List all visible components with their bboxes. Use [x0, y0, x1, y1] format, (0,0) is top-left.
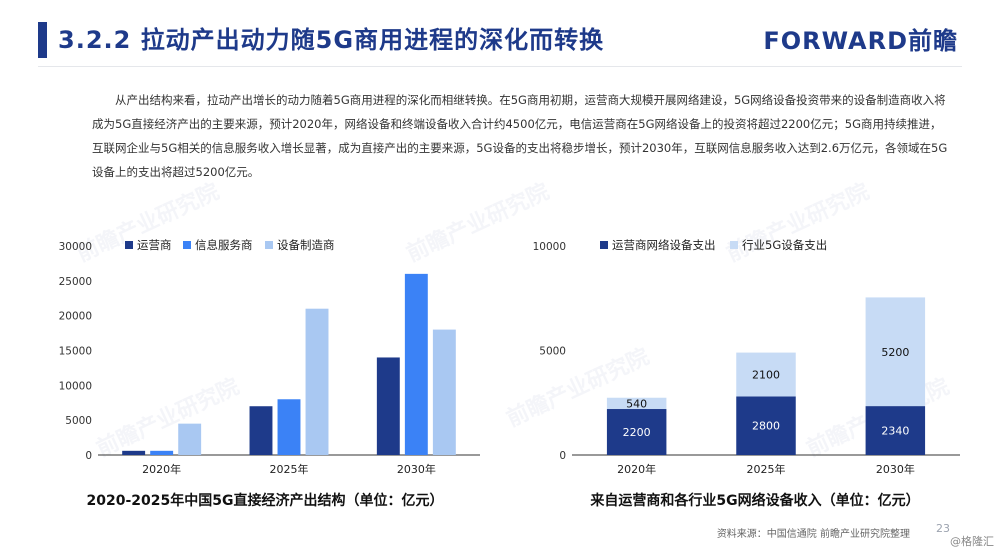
brand-logo: FORWARD前瞻 — [763, 27, 958, 55]
legend-label: 设备制造商 — [277, 238, 335, 252]
y-tick-label: 0 — [85, 450, 92, 462]
source-note: 资料来源：中国信通院 前瞻产业研究院整理 — [716, 529, 910, 540]
page-title: 3.2.2 拉动产出动力随5G商用进程的深化而转换 — [58, 26, 605, 54]
y-tick-label: 10000 — [59, 380, 92, 392]
legend-swatch — [183, 241, 191, 249]
chart-output-structure-svg: 0 5000 10000 15000 20000 25000 30000 运营商 信息服务商 设备… — [59, 238, 480, 476]
legend-label: 信息服务商 — [195, 238, 253, 252]
bar — [376, 357, 400, 455]
y-tick-label: 25000 — [59, 276, 92, 288]
intro-paragraph: 从产出结构来看，拉动产出增长的动力随着5G商用进程的深化而相继转换。在5G商用初… — [92, 93, 948, 179]
stamp-label: @格隆汇 — [950, 535, 994, 548]
data-label: 5200 — [881, 346, 909, 359]
y-tick-label: 5000 — [65, 415, 92, 427]
data-label: 2100 — [752, 369, 780, 382]
legend-swatch — [600, 241, 608, 249]
legend-swatch — [125, 241, 133, 249]
x-tick-label: 2025年 — [270, 462, 309, 476]
chart-equipment-revenue-svg: 0 5000 10000 运营商网络设备支出 行业5G设备支出 2020年 2200 540 2… — [533, 238, 960, 476]
legend-swatch — [730, 241, 738, 249]
data-label: 540 — [626, 397, 647, 410]
y-tick-label: 15000 — [59, 346, 92, 358]
y-tick-label: 20000 — [59, 311, 92, 323]
y-tick-label: 0 — [559, 450, 566, 462]
x-tick-label: 2025年 — [747, 462, 786, 476]
bar — [865, 297, 926, 407]
legend-label: 运营商网络设备支出 — [612, 238, 716, 252]
x-tick-label: 2030年 — [876, 462, 915, 476]
page-number: 23 — [936, 522, 950, 535]
bar — [736, 352, 796, 397]
data-label: 2800 — [752, 420, 780, 433]
header-divider — [38, 66, 962, 67]
chart-equipment-revenue: 0 5000 10000 运营商网络设备支出 行业5G设备支出 2020年 2200 540 2… — [530, 228, 980, 488]
bar — [404, 273, 428, 455]
bar — [432, 329, 456, 455]
data-label: 2200 — [623, 426, 651, 439]
y-tick-label: 5000 — [539, 346, 566, 358]
x-tick-label: 2020年 — [142, 462, 181, 476]
chart-caption: 2020-2025年中国5G直接经济产出结构（单位：亿元） — [86, 493, 444, 509]
y-tick-label: 10000 — [533, 241, 566, 253]
x-tick-label: 2030年 — [397, 462, 436, 476]
bar — [865, 406, 926, 455]
bar — [122, 450, 146, 455]
x-tick-label: 2020年 — [617, 462, 656, 476]
header-accent-bar — [38, 22, 47, 58]
bar — [150, 450, 174, 455]
chart-output-structure: 0 5000 10000 15000 20000 25000 30000 运营商 信息服务商 设备… — [40, 228, 490, 488]
bar — [305, 308, 329, 455]
legend-label: 行业5G设备支出 — [742, 238, 827, 252]
bar — [736, 396, 796, 455]
y-tick-label: 30000 — [59, 241, 92, 253]
bar — [249, 406, 273, 455]
bar — [606, 397, 667, 410]
legend-label: 运营商 — [137, 238, 172, 252]
legend-swatch — [265, 241, 273, 249]
bar — [178, 423, 202, 455]
data-label: 2340 — [881, 425, 909, 438]
bar — [277, 399, 301, 455]
bar — [606, 409, 667, 455]
chart-caption: 来自运营商和各行业5G网络设备收入（单位：亿元） — [590, 493, 920, 509]
